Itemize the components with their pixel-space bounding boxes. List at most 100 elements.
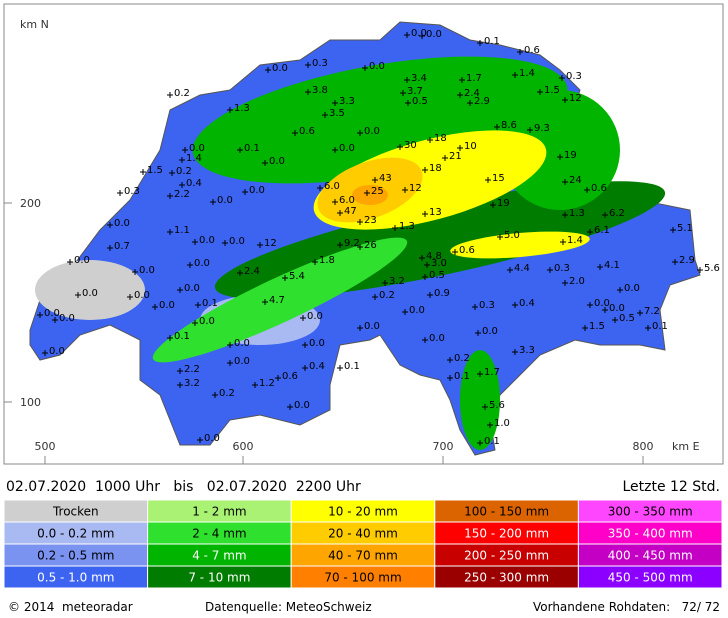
station-marker: [402, 309, 408, 315]
station-marker: [292, 130, 298, 136]
station-marker: [422, 167, 428, 173]
station-value: 6.0: [339, 195, 355, 206]
rain-area: [500, 90, 620, 210]
station-value: 18: [434, 133, 447, 144]
station-value: 0.1: [484, 436, 500, 447]
legend-label: 300 - 350 mm: [608, 505, 693, 519]
station-value: 9.3: [534, 123, 550, 134]
legend-label: 70 - 100 mm: [324, 571, 401, 585]
station-value: 3.8: [312, 85, 328, 96]
station-marker: [227, 360, 233, 366]
station-marker: [392, 225, 398, 231]
station-marker: [357, 325, 363, 331]
station-value: 0.7: [114, 241, 130, 252]
station-marker: [459, 77, 465, 83]
station-marker: [527, 127, 533, 133]
station-marker: [337, 365, 343, 371]
station-value: 1.4: [567, 235, 583, 246]
station-value: 0.0: [269, 156, 285, 167]
station-value: 0.1: [484, 36, 500, 47]
station-marker: [537, 89, 543, 95]
legend-label: 10 - 20 mm: [328, 505, 398, 519]
station-marker: [252, 382, 258, 388]
station-value: 6.0: [324, 181, 340, 192]
station-value: 5.4: [289, 271, 305, 282]
station-value: 0.0: [194, 258, 210, 269]
station-value: 4.4: [514, 263, 530, 274]
station-marker: [222, 240, 228, 246]
station-value: 1.4: [186, 153, 202, 164]
station-marker: [672, 259, 678, 265]
station-value: 4.1: [604, 260, 620, 271]
station-value: 3.5: [329, 108, 345, 119]
station-value: 5.1: [677, 223, 693, 234]
station-marker: [477, 40, 483, 46]
station-marker: [562, 212, 568, 218]
station-marker: [472, 304, 478, 310]
station-value: 0.2: [176, 166, 192, 177]
station-value: 10: [464, 141, 477, 152]
station-value: 30: [404, 140, 417, 151]
station-value: 1.3: [234, 103, 250, 114]
station-marker: [179, 157, 185, 163]
station-marker: [397, 144, 403, 150]
station-marker: [107, 245, 113, 251]
station-value: 4.7: [269, 295, 285, 306]
station-value: 4.8: [426, 251, 442, 262]
station-marker: [177, 382, 183, 388]
legend-label: 0.0 - 0.2 mm: [37, 527, 114, 541]
station-marker: [404, 77, 410, 83]
station-marker: [167, 335, 173, 341]
station-marker: [422, 274, 428, 280]
station-marker: [357, 219, 363, 225]
station-value: 25: [371, 186, 384, 197]
station-value: 0.2: [379, 290, 395, 301]
station-value: 0.6: [459, 245, 475, 256]
station-marker: [452, 249, 458, 255]
station-value: 12: [409, 183, 422, 194]
station-marker: [117, 190, 123, 196]
station-value: 0.0: [217, 195, 233, 206]
legend-label: 250 - 300 mm: [464, 571, 549, 585]
station-marker: [487, 422, 493, 428]
station-value: 2.4: [244, 266, 260, 277]
station-value: 0.6: [524, 45, 540, 56]
station-value: 0.0: [139, 265, 155, 276]
station-marker: [127, 294, 133, 300]
station-marker: [364, 190, 370, 196]
station-marker: [490, 202, 496, 208]
station-value: 23: [364, 215, 377, 226]
axis-label: km E: [672, 440, 700, 453]
station-value: 9.2: [344, 238, 360, 249]
station-marker: [507, 267, 513, 273]
station-value: 21: [449, 151, 462, 162]
station-value: 0.0: [369, 61, 385, 72]
legend-label: 20 - 40 mm: [328, 527, 398, 541]
station-marker: [242, 189, 248, 195]
station-value: 0.5: [619, 313, 635, 324]
station-value: 5.0: [504, 230, 520, 241]
legend-label: 350 - 400 mm: [608, 527, 693, 541]
station-marker: [192, 239, 198, 245]
station-value: 2.0: [569, 276, 585, 287]
station-marker: [362, 65, 368, 71]
station-value: 1.5: [589, 321, 605, 332]
station-value: 1.7: [466, 73, 482, 84]
station-marker: [562, 179, 568, 185]
station-value: 0.0: [234, 338, 250, 349]
period: 02.07.2020 1000 Uhr bis 02.07.2020 2200 …: [6, 479, 361, 495]
station-marker: [322, 112, 328, 118]
station-value: 0.0: [114, 218, 130, 229]
station-value: 0.0: [272, 63, 288, 74]
station-marker: [262, 160, 268, 166]
station-marker: [670, 227, 676, 233]
station-value: 1.2: [259, 378, 275, 389]
station-marker: [179, 182, 185, 188]
station-value: 5.6: [489, 400, 505, 411]
station-marker: [302, 342, 308, 348]
station-marker: [422, 337, 428, 343]
station-marker: [475, 330, 481, 336]
station-marker: [427, 292, 433, 298]
station-value: 0.1: [454, 371, 470, 382]
